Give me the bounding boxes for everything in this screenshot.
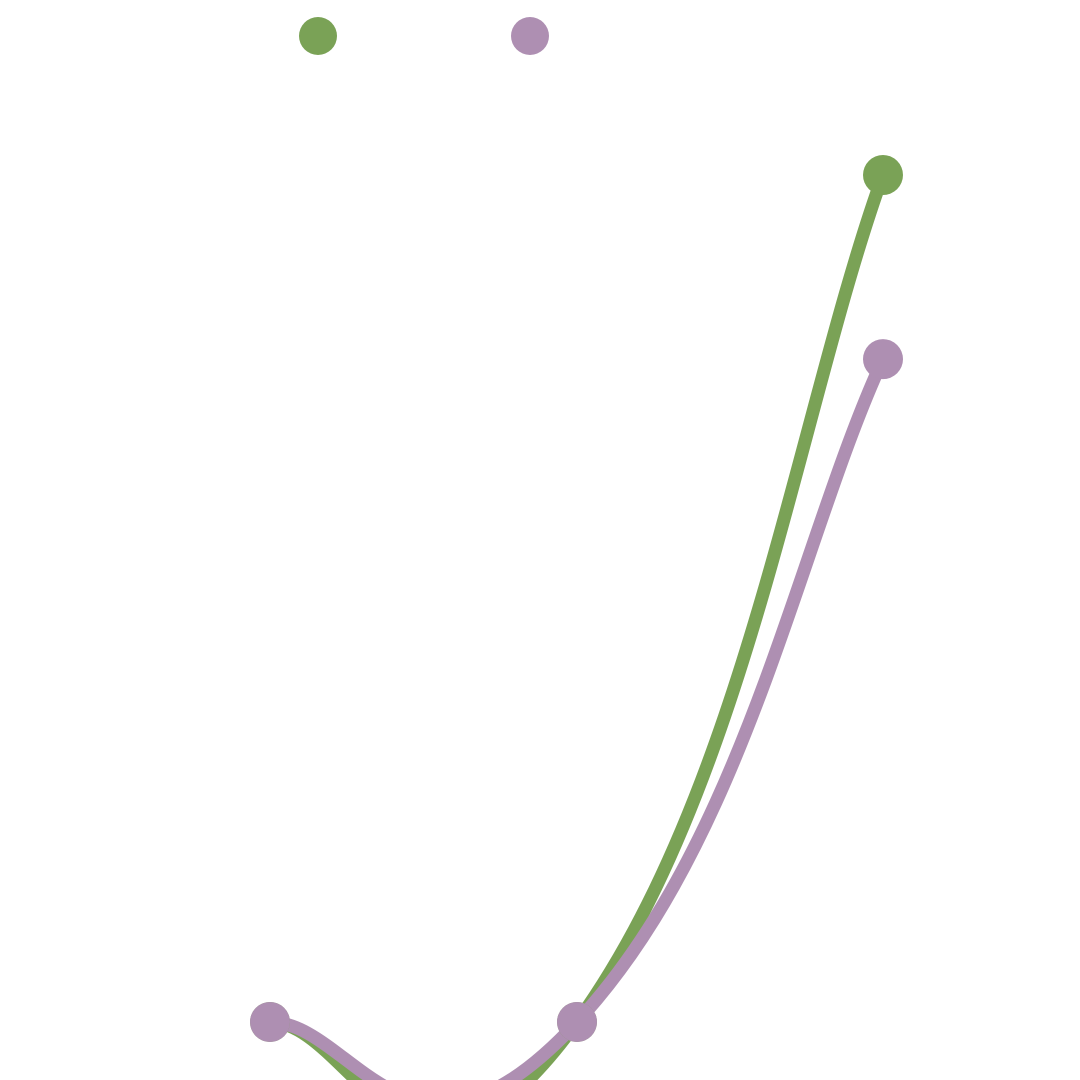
series-points [250, 155, 903, 1042]
series-line-2 [263, 352, 890, 1080]
series-2-point-1 [250, 1002, 290, 1042]
series-2-point-3 [863, 339, 903, 380]
series-lines [263, 168, 890, 1080]
legend-marker-2 [511, 17, 549, 55]
legend [299, 17, 549, 55]
series-2-point-2 [557, 1002, 597, 1042]
series-1-point-3 [863, 155, 903, 195]
legend-marker-1 [299, 17, 337, 55]
